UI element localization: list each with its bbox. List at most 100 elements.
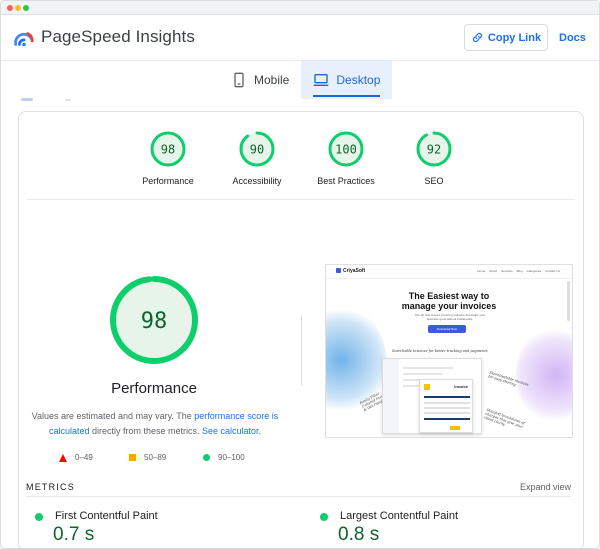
score-value: 90 <box>250 143 264 157</box>
score-ring: 98 <box>150 131 186 167</box>
score-ring: 90 <box>239 131 275 167</box>
tab-desktop-label: Desktop <box>336 73 381 87</box>
score-ring-background <box>152 133 184 165</box>
score-ring-arc <box>416 131 452 167</box>
score-label: Performance <box>142 176 194 186</box>
smartphone-icon <box>234 72 244 88</box>
tab-mobile-label: Mobile <box>254 73 290 87</box>
metric-name: First Contentful Paint <box>55 510 158 522</box>
criyasoft-logo-icon <box>336 268 341 273</box>
invoice-title: Invoice <box>454 384 468 389</box>
link-icon <box>472 32 482 43</box>
performance-note: Values are estimated and may vary. The p… <box>29 409 281 439</box>
screenshot-headline: The Easiest way to manage your invoices <box>326 291 572 311</box>
score-label: Accessibility <box>232 176 282 186</box>
score-value: 100 <box>335 143 357 157</box>
screenshot-annotation-4: Detailed breakdown of charges that give … <box>483 407 526 430</box>
section-divider <box>27 199 575 200</box>
invoice-logo-icon <box>424 384 430 390</box>
tab-desktop[interactable]: Desktop <box>301 61 393 99</box>
legend-average-range: 50–89 <box>144 453 167 462</box>
screenshot-invoice-mockup: Invoice <box>419 379 473 433</box>
expand-view-toggle[interactable]: Expand view <box>519 482 571 492</box>
metric-name: Largest Contentful Paint <box>340 510 459 522</box>
score-label: Best Practices <box>317 176 375 186</box>
brand-title: PageSpeed Insights <box>41 27 195 46</box>
score-ring: 92 <box>416 131 452 167</box>
copy-link-button[interactable]: Copy Link <box>464 24 548 51</box>
invoice-line <box>424 396 470 398</box>
close-window-dot[interactable] <box>7 5 13 11</box>
app-mockup-row <box>403 385 433 387</box>
screenshot-nav-item: Blog <box>516 269 523 273</box>
note-text-1: Values are estimated and may vary. The <box>31 411 195 421</box>
score-gauges: 98 Performance 90 Accessibility 100 Best Prac… <box>19 130 583 200</box>
screenshot-nav-item: About <box>489 269 498 273</box>
legend-fail-range: 0–49 <box>75 453 93 462</box>
score-gauge-seo[interactable]: 92 SEO <box>394 130 474 186</box>
average-square-icon <box>129 454 136 461</box>
score-ring-background <box>418 133 450 165</box>
metric-value: 0.7 s <box>53 524 95 545</box>
legend-average: 50–89 <box>129 453 166 462</box>
performance-big-score: 98 <box>141 309 168 334</box>
pagespeed-logo-icon <box>14 32 34 47</box>
invoice-button <box>450 426 460 430</box>
screenshot-annotation-1: Searchable invoices for better tracking … <box>392 349 488 353</box>
performance-score-link[interactable]: performance score is calculated <box>48 411 279 436</box>
page-header: PageSpeed Insights Copy Link Docs <box>1 15 599 61</box>
final-screenshot[interactable]: CriyaSoft Home About Services Blog Categ… <box>325 264 573 438</box>
purple-blob-decoration <box>516 325 572 425</box>
screenshot-nav-item: Categories <box>526 269 542 273</box>
score-ring-arc <box>328 131 364 167</box>
screenshot-subtext: The all-new Criya's invoicing software t… <box>414 313 486 321</box>
note-text-2: directly from these metrics. <box>89 426 202 436</box>
see-calculator-link[interactable]: See calculator. <box>202 426 262 436</box>
device-tabs: Mobile Desktop <box>219 61 393 99</box>
performance-big-gauge: 98 <box>110 276 198 364</box>
app-mockup-row <box>403 367 453 369</box>
copy-link-label: Copy Link <box>487 31 542 44</box>
score-ring: 100 <box>328 131 364 167</box>
score-ring-background <box>330 133 362 165</box>
screenshot-nav-item: Home <box>477 269 486 273</box>
invoice-line <box>424 412 470 414</box>
score-gauge-accessibility[interactable]: 90 Accessibility <box>217 130 297 186</box>
pass-circle-icon <box>203 454 210 461</box>
legend-fail: 0–49 <box>59 453 93 462</box>
metrics-heading: METRICS <box>26 482 75 492</box>
screenshot-headline-line-2: manage your invoices <box>401 301 497 311</box>
invoice-line <box>424 402 470 404</box>
scrolled-content-peek <box>21 98 71 101</box>
screenshot-brand: CriyaSoft <box>336 268 365 274</box>
invoice-line <box>424 407 470 409</box>
score-gauge-best-practices[interactable]: 100 Best Practices <box>306 130 386 186</box>
metrics-divider <box>26 496 571 497</box>
window-titlebar <box>1 1 599 15</box>
screenshot-nav-item: Services <box>501 269 513 273</box>
minimize-window-dot[interactable] <box>15 5 21 11</box>
screenshot-headline-line-1: The Easiest way to <box>408 291 490 301</box>
score-value: 98 <box>161 143 175 157</box>
maximize-window-dot[interactable] <box>23 5 29 11</box>
pass-circle-icon <box>320 513 328 521</box>
score-ring-arc <box>150 131 186 167</box>
score-label: SEO <box>424 176 444 186</box>
docs-link[interactable]: Docs <box>559 32 586 44</box>
screenshot-nav: Home About Services Blog Categories Cont… <box>477 269 560 273</box>
legend-pass: 90–100 <box>203 453 245 462</box>
score-gauge-performance[interactable]: 98 Performance <box>128 130 208 186</box>
invoice-line <box>424 418 470 420</box>
vertical-divider <box>301 315 302 385</box>
score-ring-arc <box>239 131 275 167</box>
screenshot-brand-label: CriyaSoft <box>343 268 366 274</box>
screenshot-topbar: CriyaSoft Home About Services Blog Categ… <box>326 265 572 279</box>
legend-pass-range: 90–100 <box>218 453 245 462</box>
app-mockup-row <box>403 373 443 375</box>
tab-mobile[interactable]: Mobile <box>219 61 301 99</box>
score-value: 92 <box>427 143 441 157</box>
score-ring-background <box>241 133 273 165</box>
screenshot-cta: Download Now <box>428 325 466 333</box>
monitor-icon <box>314 74 329 86</box>
